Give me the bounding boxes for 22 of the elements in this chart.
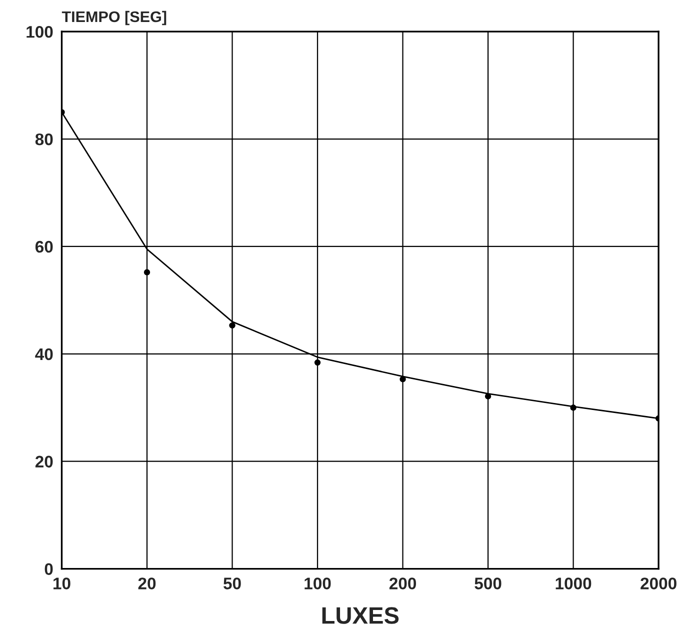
- x-axis-title: LUXES: [322, 607, 399, 624]
- point: [314, 359, 321, 366]
- x-tick-label: 1000: [556, 578, 592, 590]
- x-tick-label: 50: [224, 578, 241, 590]
- point: [144, 269, 150, 276]
- point: [229, 322, 236, 329]
- x-tick-label: 20: [138, 578, 156, 590]
- point: [570, 404, 576, 411]
- point: [484, 393, 492, 400]
- y-tick-label: 80: [35, 133, 53, 146]
- x-tick-label: 10: [54, 578, 70, 590]
- y-tick-label: 20: [35, 456, 53, 468]
- x-tick-label: 2000: [640, 578, 676, 590]
- x-tick-label: 200: [389, 578, 416, 590]
- x-tick-label: 100: [304, 578, 331, 590]
- x-tick-label: 500: [474, 578, 502, 590]
- point: [400, 376, 406, 382]
- y-tick-label: 40: [35, 348, 53, 360]
- y-tick-label: 0: [44, 563, 53, 576]
- y-tick-label: 60: [35, 240, 53, 253]
- y-tick-label: 100: [26, 26, 53, 38]
- y-axis-title: TIEMPO [SEG]: [62, 10, 166, 26]
